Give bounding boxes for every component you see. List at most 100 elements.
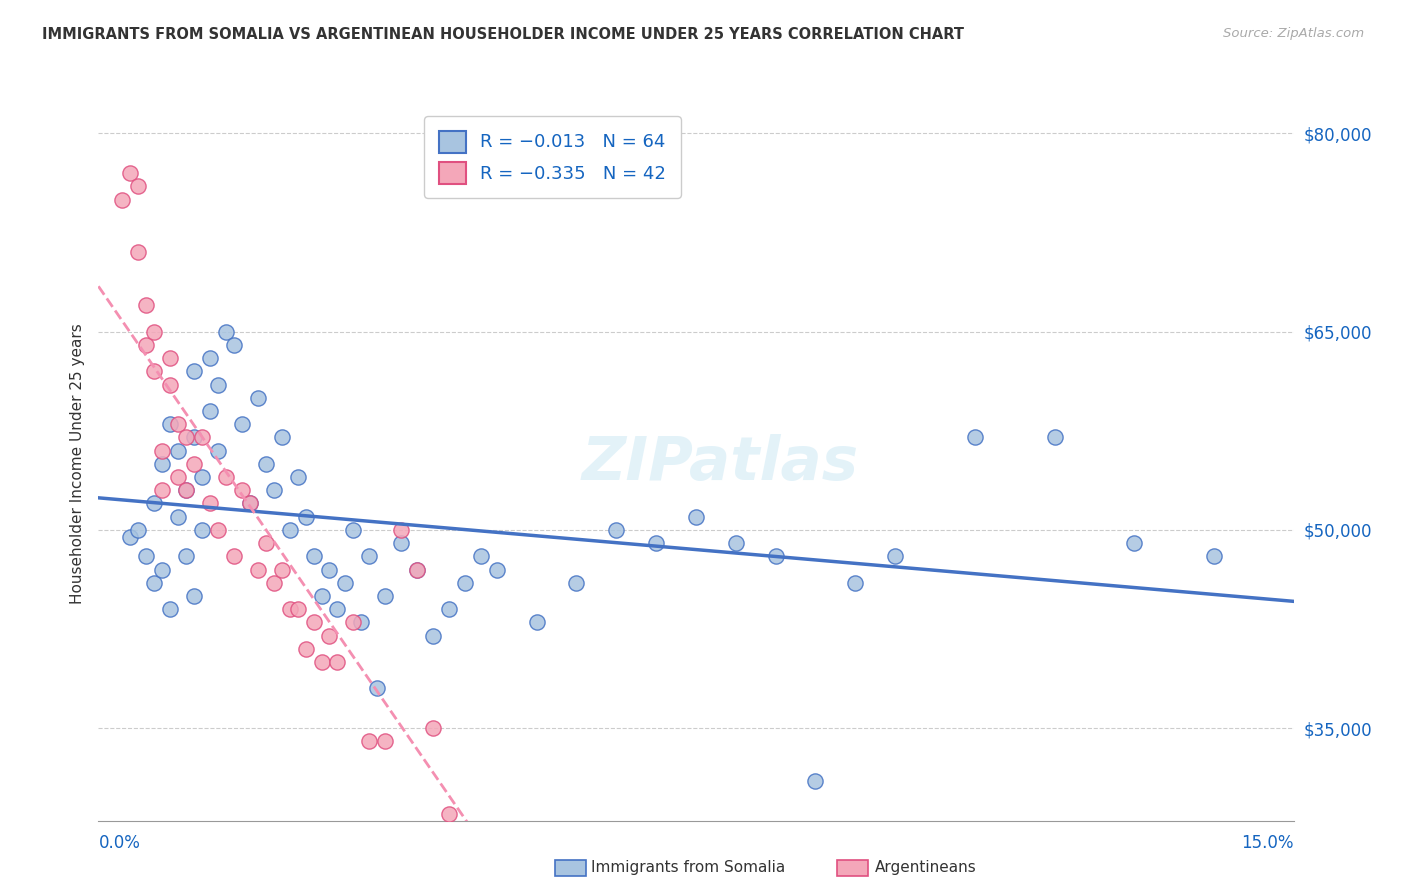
Point [724, 536, 747, 550]
Point [645, 536, 668, 550]
Point [270, 563, 292, 577]
Point [167, 470, 190, 484]
Point [150, 483, 173, 498]
Point [1123, 536, 1146, 550]
Point [342, 615, 364, 630]
Point [222, 338, 245, 352]
Point [565, 575, 588, 590]
Y-axis label: Householder Income Under 25 years: Householder Income Under 25 years [69, 324, 84, 604]
Point [366, 681, 388, 696]
Point [254, 536, 277, 550]
Point [263, 483, 285, 498]
Point [318, 629, 340, 643]
Legend: R = −0.013   N = 64, R = −0.335   N = 42: R = −0.013 N = 64, R = −0.335 N = 42 [425, 116, 681, 198]
Point [287, 602, 309, 616]
Point [143, 325, 166, 339]
Point [278, 523, 301, 537]
Point [246, 391, 269, 405]
Point [389, 536, 412, 550]
Point [174, 483, 197, 498]
Point [406, 563, 429, 577]
Point [207, 523, 229, 537]
Point [150, 563, 173, 577]
Point [215, 325, 238, 339]
Point [222, 549, 245, 564]
Text: 15.0%: 15.0% [1241, 834, 1294, 852]
Point [844, 575, 866, 590]
Point [302, 549, 325, 564]
Point [127, 245, 149, 260]
Point [485, 563, 508, 577]
Text: ZIPatlas: ZIPatlas [581, 434, 859, 493]
Point [374, 734, 396, 748]
Point [246, 563, 269, 577]
Point [135, 298, 157, 312]
Point [167, 509, 190, 524]
Point [318, 563, 340, 577]
Point [342, 523, 364, 537]
Point [150, 443, 173, 458]
Text: IMMIGRANTS FROM SOMALIA VS ARGENTINEAN HOUSEHOLDER INCOME UNDER 25 YEARS CORRELA: IMMIGRANTS FROM SOMALIA VS ARGENTINEAN H… [42, 27, 965, 42]
Point [120, 529, 142, 543]
Point [198, 404, 221, 418]
Point [311, 655, 333, 669]
Point [263, 575, 285, 590]
Text: Immigrants from Somalia: Immigrants from Somalia [591, 861, 785, 875]
Point [198, 496, 221, 510]
Point [335, 575, 357, 590]
Point [374, 589, 396, 603]
Point [359, 549, 381, 564]
Point [207, 377, 229, 392]
Point [174, 483, 197, 498]
Point [143, 364, 166, 378]
Point [294, 641, 316, 656]
Point [167, 417, 190, 432]
Point [183, 430, 205, 444]
Point [159, 351, 181, 365]
Point [470, 549, 492, 564]
Point [1043, 430, 1066, 444]
Point [685, 509, 707, 524]
Point [127, 523, 149, 537]
Point [326, 602, 349, 616]
Point [326, 655, 349, 669]
Text: Argentineans: Argentineans [875, 861, 976, 875]
Point [437, 602, 460, 616]
Point [526, 615, 548, 630]
Point [135, 338, 157, 352]
Point [389, 523, 412, 537]
Point [174, 549, 197, 564]
Point [359, 734, 381, 748]
Point [884, 549, 907, 564]
Point [127, 179, 149, 194]
Point [143, 496, 166, 510]
Point [159, 417, 181, 432]
Point [191, 430, 214, 444]
Point [120, 166, 142, 180]
Point [254, 457, 277, 471]
Point [765, 549, 787, 564]
Point [605, 523, 627, 537]
Point [963, 430, 986, 444]
Text: 0.0%: 0.0% [98, 834, 141, 852]
Point [422, 629, 444, 643]
Point [174, 430, 197, 444]
Point [215, 470, 238, 484]
Point [437, 807, 460, 822]
Point [207, 443, 229, 458]
Point [270, 430, 292, 444]
Point [278, 602, 301, 616]
Point [239, 496, 262, 510]
Point [111, 193, 134, 207]
Point [294, 509, 316, 524]
Point [1202, 549, 1225, 564]
Point [287, 470, 309, 484]
Point [159, 377, 181, 392]
Point [350, 615, 373, 630]
Point [135, 549, 157, 564]
Point [183, 457, 205, 471]
Point [143, 575, 166, 590]
Point [150, 457, 173, 471]
Point [302, 615, 325, 630]
Point [191, 523, 214, 537]
